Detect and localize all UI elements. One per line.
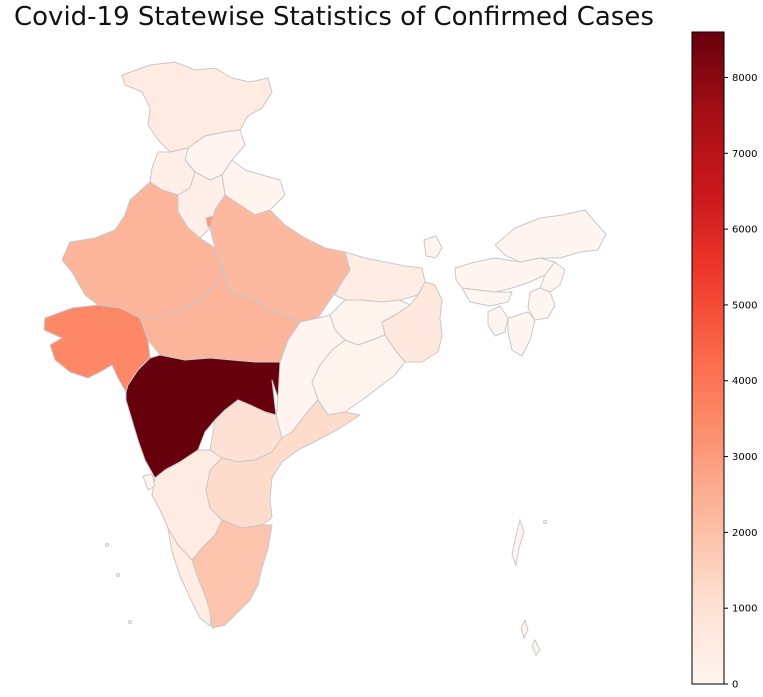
colorbar-tick-label: 1000 [732, 604, 757, 615]
map-title: Covid-19 Statewise Statistics of Confirm… [14, 2, 654, 32]
islands [105, 518, 547, 656]
andaman-islet [543, 520, 547, 524]
region-meghalaya[interactable]: Meghalaya [461, 287, 513, 307]
region-tamil-nadu[interactable]: Tamil Nadu [191, 519, 273, 629]
colorbar-tick-label: 4000 [732, 376, 757, 387]
colorbar-tick-label: 7000 [732, 149, 757, 160]
colorbar-tick-label: 0 [732, 680, 738, 691]
state-layer: Jammu & Kashmir Himachal Pradesh Punjab … [43, 61, 607, 629]
region-bihar[interactable]: Bihar [334, 251, 426, 303]
colorbar-gradient [691, 31, 725, 685]
lakshadweep-islands [105, 543, 109, 547]
colorbar: 0 1000 2000 3000 4000 5000 6000 7000 8000 [691, 31, 757, 691]
colorbar-tick-label: 5000 [732, 300, 757, 311]
colorbar-tick-label: 3000 [732, 452, 757, 463]
colorbar-tick-label: 6000 [732, 225, 757, 236]
region-goa[interactable]: Goa [142, 473, 156, 491]
region-arunachal-pradesh[interactable]: Arunachal Pradesh [494, 209, 607, 263]
region-karnataka[interactable]: Karnataka [151, 449, 223, 561]
lakshadweep-island-3 [128, 620, 132, 624]
region-manipur[interactable]: Manipur [527, 287, 556, 321]
region-tripura[interactable]: Tripura [487, 305, 509, 337]
andaman-islands [511, 518, 525, 567]
region-sikkim[interactable]: Sikkim [423, 235, 443, 259]
colorbar-tick-label: 8000 [732, 73, 757, 84]
lakshadweep-island-2 [116, 573, 120, 577]
colorbar-tick-label: 2000 [732, 528, 757, 539]
nicobar-islands [520, 618, 541, 656]
region-gujarat[interactable]: Gujarat [43, 304, 151, 393]
region-jammu-kashmir[interactable]: Jammu & Kashmir [121, 61, 273, 153]
region-mizoram[interactable]: Mizoram [507, 311, 536, 357]
colorbar-ticks: 0 1000 2000 3000 4000 5000 6000 7000 8000 [724, 73, 757, 691]
